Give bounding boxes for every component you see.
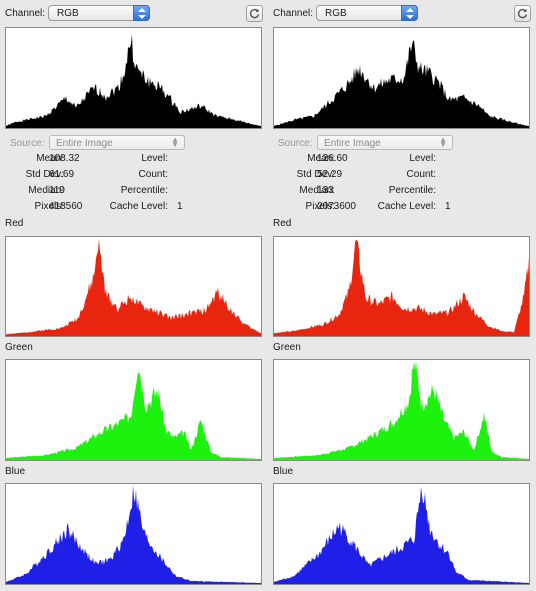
mean-value: 126.60 xyxy=(317,153,348,164)
histogram-area-blue xyxy=(274,486,529,584)
mean-label: Mean: xyxy=(36,153,64,164)
source-select-value: Entire Image xyxy=(56,138,113,149)
source-label: Source: xyxy=(10,138,45,149)
green-histogram xyxy=(273,359,530,461)
pixels-value: 2073600 xyxy=(317,201,356,212)
histogram-area-blue xyxy=(6,485,261,584)
pixels-label: Pixels: xyxy=(34,201,64,212)
refresh-icon xyxy=(517,8,528,19)
histogram-panel-right: Channel: RGB Source: Entire Image ▲ ▼ Mea… xyxy=(268,0,536,591)
mean-label: Mean: xyxy=(307,153,335,164)
median-label: Median: xyxy=(28,185,64,196)
channel-row: Channel: RGB xyxy=(5,5,263,23)
refresh-icon xyxy=(249,8,260,19)
count-label: Count: xyxy=(406,169,436,180)
channel-label: Channel: xyxy=(5,8,46,19)
cache-level-label: Cache Level: xyxy=(109,201,168,212)
cache-level-value: 1 xyxy=(445,201,451,212)
stddev-label: Std Dev: xyxy=(25,169,64,180)
channel-row: Channel: RGB xyxy=(273,5,531,23)
median-label: Median: xyxy=(299,185,335,196)
count-label: Count: xyxy=(138,169,168,180)
channel-select[interactable]: RGB xyxy=(316,5,418,21)
rgb-histogram xyxy=(5,27,262,129)
cache-level-value: 1 xyxy=(177,201,183,212)
source-select[interactable]: Entire Image ▲ ▼ xyxy=(317,135,453,150)
blue-label: Blue xyxy=(5,466,26,477)
channel-label: Channel: xyxy=(273,8,314,19)
percentile-label: Percentile: xyxy=(120,185,168,196)
red-histogram xyxy=(273,236,530,337)
median-value: 133 xyxy=(317,185,334,196)
histogram-area-red xyxy=(274,239,529,336)
refresh-button[interactable] xyxy=(246,5,263,22)
up-down-arrows-icon: ▲ ▼ xyxy=(439,135,447,149)
histogram-area-rgb xyxy=(6,33,261,128)
pixels-value: 418560 xyxy=(49,201,83,212)
red-label: Red xyxy=(273,218,292,229)
green-label: Green xyxy=(5,342,33,353)
blue-label: Blue xyxy=(273,466,294,477)
channel-select-value: RGB xyxy=(325,8,347,19)
source-row: Source: Entire Image ▲ ▼ xyxy=(5,135,263,151)
pixels-label: Pixels: xyxy=(305,201,335,212)
stddev-label: Std Dev: xyxy=(296,169,335,180)
level-label: Level: xyxy=(409,153,436,164)
red-label: Red xyxy=(5,218,24,229)
level-label: Level: xyxy=(141,153,168,164)
source-select[interactable]: Entire Image ▲ ▼ xyxy=(49,135,185,150)
refresh-button[interactable] xyxy=(514,5,531,22)
histogram-area-green xyxy=(6,372,261,460)
rgb-histogram xyxy=(273,27,530,129)
histogram-panel-left: Channel: RGB Source: Entire Image ▲ ▼ Mea… xyxy=(5,5,263,585)
up-down-arrows-icon: ▲ ▼ xyxy=(171,135,179,149)
source-select-value: Entire Image xyxy=(324,138,381,149)
channel-select[interactable]: RGB xyxy=(48,5,150,21)
red-histogram xyxy=(5,236,262,337)
mean-value: 108.32 xyxy=(49,153,80,164)
source-row: Source: Entire Image ▲ ▼ xyxy=(273,135,531,151)
histogram-area-rgb xyxy=(274,40,529,128)
median-value: 119 xyxy=(49,185,65,196)
source-label: Source: xyxy=(278,138,313,149)
stddev-value: 61.69 xyxy=(49,169,75,180)
up-down-arrows-icon xyxy=(133,5,150,21)
percentile-label: Percentile: xyxy=(388,185,436,196)
up-down-arrows-icon xyxy=(401,5,418,21)
green-label: Green xyxy=(273,342,301,353)
blue-histogram xyxy=(5,483,262,585)
cache-level-label: Cache Level: xyxy=(377,201,436,212)
stddev-value: 52.29 xyxy=(317,169,343,180)
channel-select-value: RGB xyxy=(57,8,79,19)
green-histogram xyxy=(5,359,262,461)
histogram-area-green xyxy=(274,361,529,460)
blue-histogram xyxy=(273,483,530,585)
histogram-area-red xyxy=(6,238,261,336)
